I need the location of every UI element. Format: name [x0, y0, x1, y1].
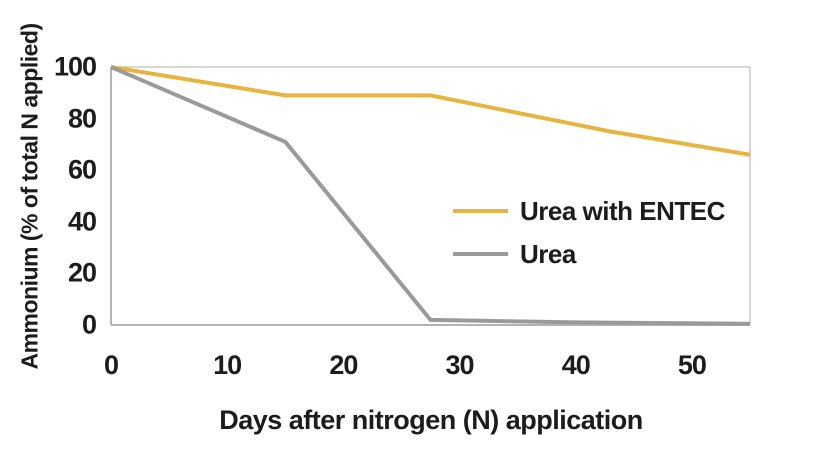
x-axis-title: Days after nitrogen (N) application	[219, 405, 643, 435]
legend: Urea with ENTEC Urea	[453, 193, 725, 279]
x-tick-label: 40	[561, 350, 591, 380]
x-tick-label: 50	[677, 350, 707, 380]
legend-label-urea: Urea	[520, 238, 576, 269]
legend-label-urea-with-entec: Urea with ENTEC	[520, 195, 725, 226]
y-tick-label: 80	[67, 103, 97, 134]
legend-swatch-urea	[453, 252, 508, 256]
y-tick-label: 100	[53, 51, 97, 82]
y-tick-label: 40	[67, 206, 97, 237]
legend-item-urea: Urea	[453, 236, 725, 272]
y-tick-label: 20	[67, 257, 97, 288]
x-tick-label: 10	[213, 350, 242, 380]
y-tick-label: 60	[67, 154, 97, 185]
series-line-urea	[110, 65, 751, 326]
x-tick-label: 20	[329, 350, 358, 380]
y-tick-label: 0	[81, 309, 97, 340]
x-tick-label: 30	[445, 350, 475, 380]
legend-swatch-urea-with-entec	[453, 209, 508, 213]
series-line-urea-with-entec	[110, 65, 751, 157]
legend-item-urea-with-entec: Urea with ENTEC	[453, 193, 725, 229]
x-tick-label: 0	[103, 350, 119, 380]
